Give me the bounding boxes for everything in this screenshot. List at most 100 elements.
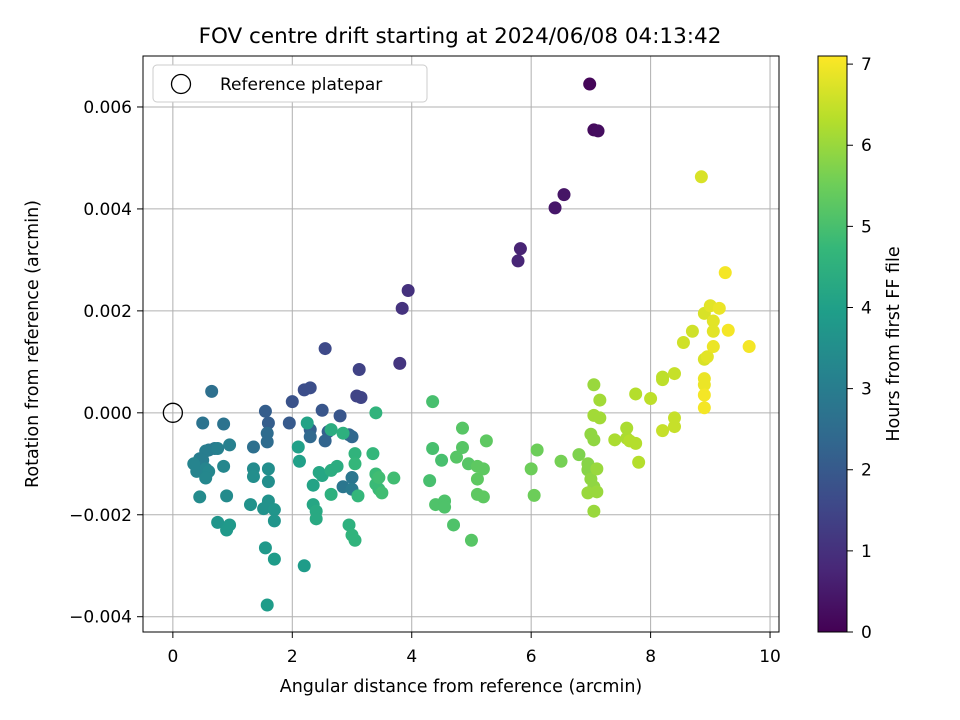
data-point (395, 301, 409, 315)
y-axis-ticks: −0.004 −0.002 0.000 0.002 0.004 0.006 (69, 98, 143, 628)
data-point (387, 471, 401, 485)
data-point (447, 518, 461, 532)
data-point (217, 417, 231, 431)
data-point (426, 441, 440, 455)
data-point (354, 391, 368, 405)
data-point (572, 448, 586, 462)
data-point (450, 450, 464, 464)
data-point (267, 503, 281, 517)
data-point (375, 486, 389, 500)
data-point (297, 383, 311, 397)
colorbar-tick-label: 6 (861, 136, 872, 156)
data-point (530, 443, 544, 457)
data-point (593, 411, 607, 425)
data-point (223, 518, 237, 532)
data-point (455, 421, 469, 435)
colorbar-tick-label: 5 (861, 217, 872, 237)
data-point (306, 478, 320, 492)
data-point (721, 323, 735, 337)
data-point (292, 454, 306, 468)
data-point (352, 362, 366, 376)
colorbar-tick-label: 1 (861, 542, 872, 562)
data-point (260, 435, 274, 449)
data-point (629, 387, 643, 401)
data-point (581, 486, 595, 500)
data-point (220, 489, 234, 503)
data-point (685, 324, 699, 338)
data-point (718, 266, 732, 280)
data-point (348, 447, 362, 461)
y-tick-label: −0.004 (69, 608, 132, 628)
data-point (700, 350, 714, 364)
data-point (258, 404, 272, 418)
data-point (438, 500, 452, 514)
data-point (697, 378, 711, 392)
data-point (676, 335, 690, 349)
x-tick-label: 4 (406, 647, 417, 667)
x-tick-label: 8 (645, 647, 656, 667)
data-point (393, 356, 407, 370)
data-point (193, 490, 207, 504)
data-point (554, 454, 568, 468)
data-point (587, 378, 601, 392)
data-point (513, 242, 527, 256)
data-point (644, 392, 658, 406)
data-point (401, 283, 415, 297)
data-point (742, 340, 756, 354)
y-tick-label: 0.000 (83, 404, 132, 424)
data-point (706, 340, 720, 354)
data-point (366, 447, 380, 461)
data-point (697, 388, 711, 402)
data-point (261, 462, 275, 476)
x-tick-label: 0 (167, 647, 178, 667)
data-point (557, 188, 571, 202)
data-point (426, 395, 440, 409)
data-point (591, 124, 605, 138)
data-point (479, 434, 493, 448)
data-point (303, 430, 317, 444)
data-point (511, 254, 525, 268)
data-point (211, 441, 225, 455)
data-point (351, 489, 365, 503)
data-point (196, 416, 210, 430)
data-point (333, 409, 347, 423)
legend-box (152, 64, 428, 103)
data-point (246, 440, 260, 454)
data-point (632, 455, 646, 469)
data-point (205, 384, 219, 398)
data-point (243, 498, 257, 512)
data-point (706, 324, 720, 338)
data-point (583, 77, 597, 91)
data-point (348, 533, 362, 547)
data-point (587, 433, 601, 447)
data-points (162, 77, 756, 612)
data-point (476, 462, 490, 476)
y-tick-label: 0.006 (83, 98, 132, 118)
colorbar-tick-label: 4 (861, 298, 872, 318)
data-point (261, 475, 275, 489)
x-axis-label: Angular distance from reference (arcmin) (280, 677, 643, 697)
data-point (667, 420, 681, 434)
data-point (629, 436, 643, 450)
reference-platepar-marker (162, 402, 184, 423)
data-point (315, 403, 329, 417)
data-point (336, 426, 350, 440)
y-tick-label: 0.002 (83, 302, 132, 322)
data-point (620, 421, 634, 435)
y-tick-label: −0.002 (69, 506, 132, 526)
data-point (199, 471, 213, 485)
data-point (267, 514, 281, 528)
data-point (667, 367, 681, 381)
data-point (211, 515, 225, 529)
data-point (548, 201, 562, 215)
data-point (330, 459, 344, 473)
x-tick-label: 10 (759, 647, 781, 667)
data-point (282, 416, 296, 430)
data-point (435, 453, 449, 467)
legend-label-reference-platepar: Reference platepar (220, 75, 382, 95)
colorbar-tick-label: 7 (861, 55, 872, 75)
chart-title: FOV centre drift starting at 2024/06/08 … (199, 24, 722, 49)
data-point (455, 440, 469, 454)
x-axis-ticks: 0 2 4 6 8 10 (167, 632, 781, 667)
